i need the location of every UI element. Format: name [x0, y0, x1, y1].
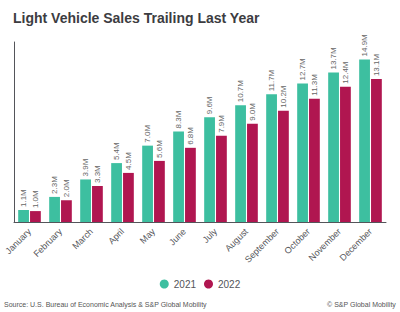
svg-text:8.3M: 8.3M	[174, 110, 183, 128]
svg-text:November: November	[307, 226, 343, 262]
svg-text:October: October	[282, 226, 312, 256]
svg-text:March: March	[70, 226, 95, 251]
svg-text:12.4M: 12.4M	[341, 61, 350, 84]
svg-text:6.8M: 6.8M	[186, 127, 195, 145]
svg-text:5.4M: 5.4M	[112, 142, 121, 160]
svg-text:September: September	[243, 226, 281, 264]
svg-text:January: January	[3, 226, 33, 256]
svg-text:July: July	[201, 226, 220, 245]
svg-text:7.0M: 7.0M	[143, 125, 152, 143]
svg-text:13.7M: 13.7M	[329, 47, 338, 70]
svg-text:11.7M: 11.7M	[267, 69, 276, 91]
svg-text:August: August	[223, 226, 250, 253]
svg-text:2.3M: 2.3M	[50, 176, 59, 194]
svg-text:1.1M: 1.1M	[19, 189, 28, 207]
svg-text:13.1M: 13.1M	[372, 54, 381, 77]
svg-text:10.7M: 10.7M	[236, 80, 245, 103]
svg-text:10.2M: 10.2M	[279, 85, 288, 108]
svg-text:1.0M: 1.0M	[31, 190, 40, 208]
svg-text:February: February	[32, 226, 65, 259]
svg-text:2021: 2021	[174, 279, 197, 290]
svg-text:April: April	[106, 226, 126, 246]
svg-text:June: June	[167, 226, 188, 247]
svg-text:3.3M: 3.3M	[93, 165, 102, 183]
svg-text:© S&P Global Mobility: © S&P Global Mobility	[327, 301, 396, 309]
svg-text:Light Vehicle Sales Trailing L: Light Vehicle Sales Trailing Last Year	[13, 10, 260, 26]
svg-text:Source: U.S. Bureau of Economi: Source: U.S. Bureau of Economic Analysis…	[4, 301, 207, 309]
svg-text:9.0M: 9.0M	[248, 103, 257, 121]
svg-text:9.6M: 9.6M	[205, 96, 214, 114]
svg-text:2022: 2022	[218, 279, 241, 290]
svg-text:5.6M: 5.6M	[155, 140, 164, 158]
svg-text:11.3M: 11.3M	[310, 74, 319, 96]
svg-text:3.9M: 3.9M	[81, 158, 90, 176]
svg-text:December: December	[338, 226, 374, 262]
svg-text:2.0M: 2.0M	[62, 179, 71, 197]
svg-text:May: May	[138, 226, 157, 245]
svg-text:7.9M: 7.9M	[217, 115, 226, 133]
svg-text:14.9M: 14.9M	[360, 34, 369, 57]
svg-text:4.5M: 4.5M	[124, 152, 133, 170]
svg-text:12.7M: 12.7M	[298, 58, 307, 81]
